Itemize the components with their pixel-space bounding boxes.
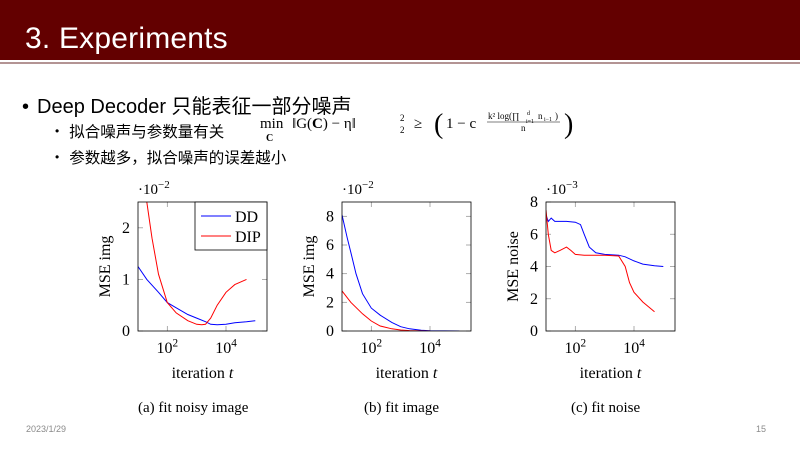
bullet-main-text: Deep Decoder 只能表征一部分噪声 [37, 96, 352, 118]
chart-fit-image: 102 104 0 2 4 6 8 ·10−2 iteration t MSE img [292, 170, 492, 390]
svg-text:‖G(C) − η‖: ‖G(C) − η‖ [292, 116, 356, 132]
series-dip [546, 210, 655, 313]
svg-text:1 − c: 1 − c [446, 116, 476, 132]
bullet-dot-icon: • [22, 96, 30, 118]
svg-text:·10−2: ·10−2 [138, 179, 170, 198]
plot-svg: 102 104 0 1 2 ·10−2 iteration t MSE img DD DIP [97, 179, 268, 382]
chart-fit-noise: 102 104 0 2 4 6 8 ·10−3 iteration t MSE noise [496, 170, 696, 390]
svg-text:d: d [527, 111, 530, 117]
svg-text:n: n [521, 123, 526, 133]
svg-text:1: 1 [122, 271, 130, 288]
svg-text:iteration t: iteration t [376, 365, 438, 382]
formula-render: min C ‖G(C) − η‖ 2 2 ≥ ( 1 − c k² log(∏ … [260, 109, 573, 144]
svg-text:·10−2: ·10−2 [342, 179, 374, 198]
svg-text:MSE img: MSE img [97, 236, 114, 298]
bullet-sub-1-text: 拟合噪声与参数量有关 [69, 124, 225, 141]
series-dip [146, 202, 247, 326]
svg-text:i−1: i−1 [544, 117, 552, 123]
bullet-dot-icon: • [55, 150, 60, 164]
bound-formula: min C ‖G(C) − η‖ 2 2 ≥ ( 1 − c k² log(∏ … [230, 108, 590, 148]
svg-text:MSE noise: MSE noise [505, 231, 522, 302]
svg-text:iteration t: iteration t [172, 365, 234, 382]
svg-text:6: 6 [326, 237, 334, 254]
slide-title: 3. Experiments [25, 22, 228, 55]
chart-fit-noisy-image: 102 104 0 1 2 ·10−2 iteration t MSE img DD DIP [88, 170, 288, 390]
svg-text:min: min [260, 116, 284, 132]
svg-text:8: 8 [530, 194, 538, 211]
svg-text:102: 102 [565, 338, 587, 357]
svg-text:0: 0 [530, 323, 538, 340]
bullet-sub-2-text: 参数越多，拟合噪声的误差越小 [69, 150, 287, 167]
svg-text:104: 104 [419, 338, 441, 357]
svg-text:2: 2 [326, 294, 334, 311]
series-dd [546, 214, 664, 267]
figure-row: 102 104 0 1 2 ·10−2 iteration t MSE img DD DIP 10… [0, 170, 800, 430]
svg-text:2: 2 [400, 125, 405, 135]
svg-text:102: 102 [157, 338, 179, 357]
series-dip [342, 290, 431, 331]
svg-text:n: n [538, 111, 543, 121]
svg-text:6: 6 [530, 226, 538, 243]
svg-text:k² log(∏: k² log(∏ [488, 111, 519, 121]
svg-text:4: 4 [326, 266, 334, 283]
series-dd [138, 266, 256, 326]
bullet-main: • Deep Decoder 只能表征一部分噪声 [22, 90, 352, 119]
svg-text:C: C [266, 133, 273, 144]
svg-text:0: 0 [122, 323, 130, 340]
plot-svg: 102 104 0 2 4 6 8 ·10−3 iteration t MSE noise [505, 179, 676, 382]
svg-text:4: 4 [530, 259, 538, 276]
svg-text:·10−3: ·10−3 [546, 179, 578, 198]
svg-text:): ) [564, 109, 573, 140]
page-number: 15 [755, 424, 766, 434]
header-divider [0, 62, 800, 64]
svg-text:0: 0 [326, 323, 334, 340]
footer-date: 2023/1/29 [26, 424, 67, 434]
svg-text:): ) [555, 111, 558, 121]
slide-header: 3. Experiments [0, 0, 800, 60]
caption-c: (c) fit noise [571, 400, 641, 416]
svg-text:8: 8 [326, 208, 334, 225]
svg-text:≥: ≥ [414, 116, 422, 132]
svg-text:2: 2 [530, 291, 538, 308]
svg-text:MSE img: MSE img [301, 236, 318, 298]
bullet-sub-1: • 拟合噪声与参数量有关 [55, 120, 224, 142]
svg-text:104: 104 [623, 338, 645, 357]
svg-text:DD: DD [235, 209, 258, 226]
bullet-sub-2: • 参数越多，拟合噪声的误差越小 [55, 146, 286, 168]
bullet-dot-icon: • [55, 124, 60, 138]
svg-text:(: ( [434, 109, 443, 140]
caption-a: (a) fit noisy image [138, 400, 249, 416]
plot-svg: 102 104 0 2 4 6 8 ·10−2 iteration t MSE img [301, 179, 472, 382]
caption-b: (b) fit image [364, 400, 439, 416]
svg-text:102: 102 [361, 338, 383, 357]
svg-text:DIP: DIP [235, 229, 261, 246]
svg-text:iteration t: iteration t [580, 365, 642, 382]
svg-text:104: 104 [215, 338, 237, 357]
svg-text:2: 2 [400, 113, 405, 123]
svg-text:2: 2 [122, 220, 130, 237]
series-dd [342, 214, 460, 331]
